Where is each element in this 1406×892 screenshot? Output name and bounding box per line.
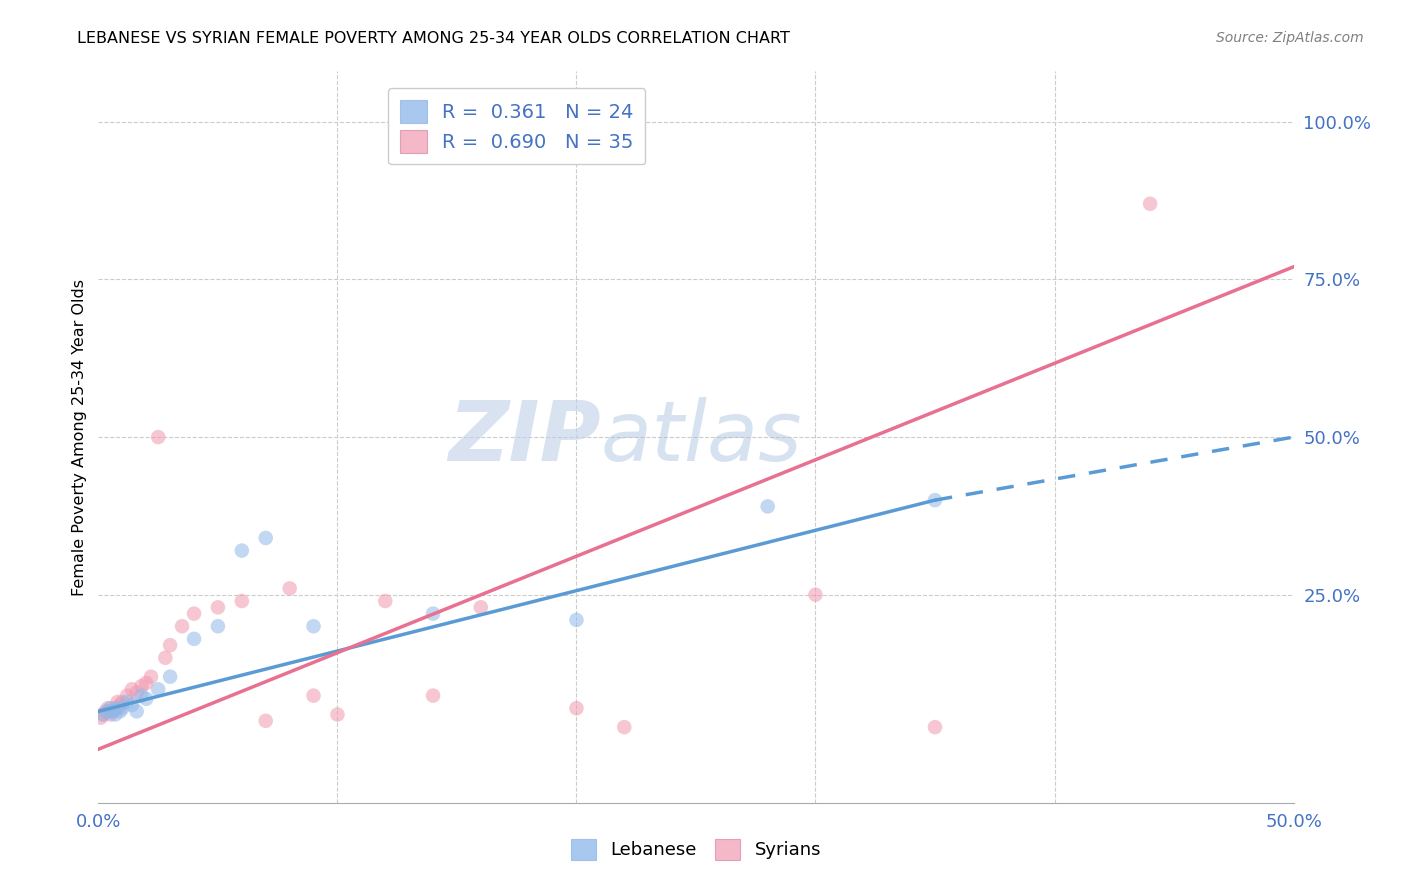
Point bbox=[183, 607, 205, 621]
Point bbox=[111, 701, 134, 715]
Point bbox=[1139, 196, 1161, 211]
Point bbox=[565, 701, 588, 715]
Point bbox=[422, 607, 444, 621]
Legend: Lebanese, Syrians: Lebanese, Syrians bbox=[564, 831, 828, 867]
Point bbox=[374, 594, 396, 608]
Point bbox=[155, 650, 177, 665]
Point bbox=[924, 720, 946, 734]
Point bbox=[111, 695, 134, 709]
Point bbox=[924, 493, 946, 508]
Point bbox=[131, 689, 153, 703]
Point bbox=[115, 695, 138, 709]
Point bbox=[135, 676, 157, 690]
Point bbox=[254, 714, 277, 728]
Point bbox=[101, 705, 124, 719]
Point bbox=[131, 679, 153, 693]
Point bbox=[172, 619, 194, 633]
Point bbox=[104, 707, 127, 722]
Point bbox=[139, 670, 162, 684]
Point bbox=[613, 720, 636, 734]
Point bbox=[135, 691, 157, 706]
Point bbox=[254, 531, 277, 545]
Text: Source: ZipAtlas.com: Source: ZipAtlas.com bbox=[1216, 31, 1364, 45]
Point bbox=[207, 600, 229, 615]
Point bbox=[104, 701, 127, 715]
Point bbox=[94, 705, 117, 719]
Point bbox=[159, 638, 181, 652]
Point bbox=[90, 711, 112, 725]
Point bbox=[121, 698, 143, 712]
Point bbox=[107, 701, 129, 715]
Point bbox=[470, 600, 492, 615]
Point bbox=[183, 632, 205, 646]
Text: atlas: atlas bbox=[600, 397, 801, 477]
Point bbox=[278, 582, 301, 596]
Point bbox=[756, 500, 779, 514]
Point bbox=[107, 695, 129, 709]
Point bbox=[98, 701, 122, 715]
Point bbox=[148, 682, 170, 697]
Point bbox=[148, 430, 170, 444]
Point bbox=[302, 619, 325, 633]
Point bbox=[804, 588, 827, 602]
Point bbox=[91, 707, 114, 722]
Point bbox=[326, 707, 349, 722]
Point bbox=[422, 689, 444, 703]
Point bbox=[125, 685, 148, 699]
Y-axis label: Female Poverty Among 25-34 Year Olds: Female Poverty Among 25-34 Year Olds bbox=[72, 278, 87, 596]
Point bbox=[125, 705, 148, 719]
Point bbox=[231, 543, 253, 558]
Point bbox=[91, 707, 114, 722]
Point bbox=[302, 689, 325, 703]
Point bbox=[101, 705, 124, 719]
Point bbox=[231, 594, 253, 608]
Point bbox=[108, 705, 131, 719]
Point bbox=[115, 689, 138, 703]
Text: ZIP: ZIP bbox=[447, 397, 600, 477]
Text: LEBANESE VS SYRIAN FEMALE POVERTY AMONG 25-34 YEAR OLDS CORRELATION CHART: LEBANESE VS SYRIAN FEMALE POVERTY AMONG … bbox=[77, 31, 790, 46]
Point bbox=[207, 619, 229, 633]
Point bbox=[159, 670, 181, 684]
Point bbox=[565, 613, 588, 627]
Point bbox=[97, 701, 120, 715]
Point bbox=[98, 707, 122, 722]
Point bbox=[121, 682, 143, 697]
Point bbox=[108, 698, 131, 712]
Point bbox=[97, 705, 120, 719]
